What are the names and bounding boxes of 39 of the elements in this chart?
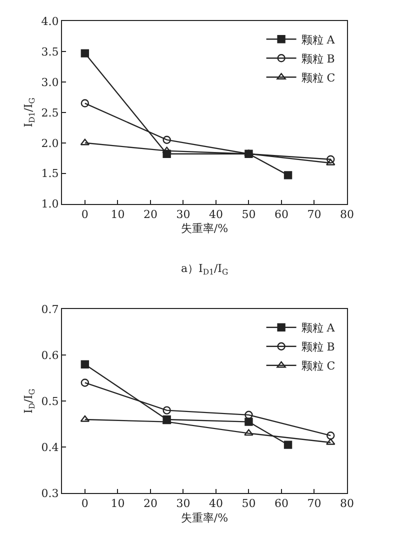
legend-label: 颗粒 A (301, 322, 336, 335)
legend-label: 颗粒 A (301, 33, 336, 46)
x-tick-label: 40 (208, 497, 223, 510)
x-tick-label: 50 (242, 497, 256, 510)
x-tick-label: 70 (307, 208, 322, 222)
y-tick-label: 0.7 (41, 303, 59, 316)
x-axis-title: 失重率/% (180, 511, 228, 524)
x-tick-label: 10 (110, 497, 125, 510)
y-tick-label: 0.3 (41, 486, 59, 500)
text: a）I$_{D1}$/I$_{G}$ (181, 262, 228, 276)
x-tick-label: 80 (340, 208, 354, 222)
legend-label: 颗粒 C (301, 71, 336, 84)
legend-label: 颗粒 B (301, 340, 335, 354)
x-tick-label: 30 (176, 208, 190, 222)
y-tick-label: 1.0 (41, 198, 59, 211)
x-tick-label: 0 (81, 208, 88, 222)
x-tick-label: 0 (81, 497, 88, 510)
y-tick-label: 0.4 (41, 440, 59, 454)
y-tick-label: 0.6 (41, 349, 59, 362)
x-tick-label: 20 (143, 208, 158, 222)
x-tick-label: 50 (242, 208, 256, 222)
x-tick-label: 80 (340, 497, 354, 510)
x-tick-label: 70 (307, 497, 322, 510)
y-tick-label: 4.0 (41, 14, 59, 28)
legend-label: 颗粒 C (301, 360, 336, 373)
x-axis-title: 失重率/% (180, 222, 228, 236)
x-tick-label: 40 (208, 208, 223, 222)
y-tick-label: 2.0 (41, 136, 59, 150)
y-tick-label: 0.5 (41, 394, 59, 408)
y-tick-label: 3.5 (41, 45, 59, 58)
x-tick-label: 60 (274, 497, 288, 510)
legend-label: 颗粒 B (301, 52, 335, 66)
y-tick-label: 2.5 (41, 106, 59, 120)
y-tick-label: 3.0 (41, 76, 59, 89)
x-tick-label: 10 (110, 208, 125, 222)
x-tick-label: 60 (274, 208, 288, 222)
y-tick-label: 1.5 (41, 167, 59, 180)
x-tick-label: 30 (176, 497, 190, 510)
x-tick-label: 20 (143, 497, 158, 510)
